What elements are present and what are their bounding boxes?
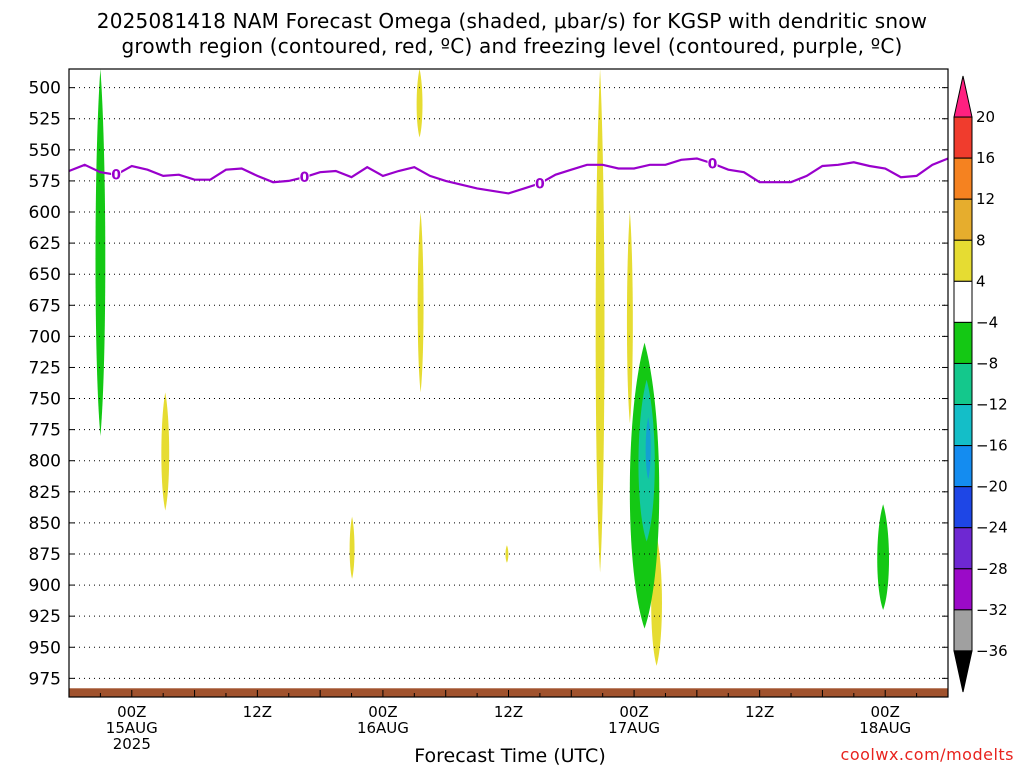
plot-frame-layer <box>68 68 949 698</box>
colorbar-segment-4 <box>953 239 973 282</box>
omega-region-core-strong <box>645 417 651 480</box>
freezing-level-label-bg-1 <box>111 166 122 181</box>
pressure-axis: 500 525 550 575 600 625 650 675 700 725 750 775 800 8… <box>29 79 948 689</box>
colorbar-label-14: −36 <box>976 642 1008 660</box>
colorbar-label-6: −4 <box>976 313 998 331</box>
freezing-level-label-3: 0 <box>535 176 545 192</box>
colorbar-segment-6 <box>953 321 973 364</box>
plot-frame <box>68 68 949 698</box>
y-tick-label-p975: 975 <box>29 669 61 689</box>
y-tick-label-p725: 725 <box>29 358 61 378</box>
freezing-level-line <box>68 157 949 195</box>
y-tick-label-p800: 800 <box>29 452 61 472</box>
y-tick-label-p850: 850 <box>29 514 61 534</box>
freezing-level-label-bg-2 <box>299 169 310 184</box>
y-tick-label-p600: 600 <box>29 203 61 223</box>
colorbar-segment-2 <box>953 157 973 200</box>
x-tick-label-h54-1: 17AUG <box>608 719 660 737</box>
colorbar-label-3: 12 <box>976 190 995 208</box>
freezing-level-label-bg-3 <box>534 175 545 190</box>
omega-region-8 <box>626 212 633 424</box>
colorbar-cap-bottom <box>953 650 973 693</box>
freezing-level-label-4: 0 <box>708 157 718 173</box>
colorbar-label-5: 4 <box>976 272 986 290</box>
omega-region-6 <box>505 545 509 563</box>
colorbar-segment-13 <box>953 609 973 652</box>
x-tick-label-h6-1: 15AUG <box>106 719 158 737</box>
y-tick-label-p875: 875 <box>29 545 61 565</box>
source-credit: coolwx.com/modelts <box>840 745 1014 764</box>
x-tick-label-h78-0: 00Z <box>871 703 900 721</box>
y-tick-label-p675: 675 <box>29 296 61 316</box>
x-tick-label-h42-0: 12Z <box>494 703 523 721</box>
chart-title-line-1: 2025081418 NAM Forecast Omega (shaded, μ… <box>96 9 928 33</box>
colorbar-segment-7 <box>953 362 973 406</box>
x-tick-label-h18-0: 12Z <box>243 703 272 721</box>
omega-region-1 <box>95 69 106 436</box>
omega-region-4 <box>416 69 423 138</box>
freezing-level-label-2: 0 <box>300 170 310 186</box>
omega-region-11 <box>877 504 890 610</box>
grid-layer <box>69 87 948 679</box>
chart-title-line-2: growth region (contoured, red, ºC) and f… <box>121 34 903 58</box>
y-tick-label-p950: 950 <box>29 638 61 658</box>
colorbar-label-4: 8 <box>976 231 986 249</box>
colorbar-segment-8 <box>953 404 973 447</box>
y-tick-label-p775: 775 <box>29 421 61 441</box>
y-tick-label-p750: 750 <box>29 390 61 410</box>
colorbar-label-1: 20 <box>976 108 995 126</box>
colorbar-label-10: −20 <box>976 478 1008 496</box>
colorbar: 20 16 12 8 4 −4 −8 −12 −16 −20 −24 −28 −32 −36 <box>953 75 1008 693</box>
omega-region-5 <box>417 212 424 393</box>
colorbar-label-2: 16 <box>976 149 995 167</box>
y-tick-label-p500: 500 <box>29 79 61 99</box>
y-tick-label-p925: 925 <box>29 607 61 627</box>
freezing-level-label-1: 0 <box>111 168 121 184</box>
y-tick-label-p525: 525 <box>29 110 61 130</box>
x-tick-label-h66-0: 12Z <box>745 703 774 721</box>
y-tick-label-p575: 575 <box>29 172 61 192</box>
colorbar-cap-top <box>953 75 973 118</box>
freezing-level-label-bg-4 <box>707 155 718 170</box>
colorbar-segment-5 <box>953 280 973 323</box>
colorbar-label-7: −8 <box>976 354 998 372</box>
freezing-level-layer: 0 0 0 0 <box>68 155 949 195</box>
x-tick-label-h78-1: 18AUG <box>859 719 911 737</box>
colorbar-label-9: −16 <box>976 437 1008 455</box>
x-tick-label-h54-0: 00Z <box>619 703 648 721</box>
colorbar-segment-12 <box>953 568 973 611</box>
y-tick-label-p700: 700 <box>29 327 61 347</box>
x-tick-label-h6-2: 2025 <box>113 735 151 753</box>
x-tick-label-h30-1: 16AUG <box>357 719 409 737</box>
colorbar-segment-10 <box>953 486 973 529</box>
y-tick-label-p650: 650 <box>29 265 61 285</box>
y-tick-label-p825: 825 <box>29 483 61 503</box>
x-axis-title: Forecast Time (UTC) <box>414 745 606 767</box>
omega-shading-layer <box>95 69 890 666</box>
omega-region-3 <box>349 516 355 579</box>
x-tick-label-h6-0: 00Z <box>117 703 146 721</box>
colorbar-label-11: −24 <box>976 519 1008 537</box>
y-tick-label-p550: 550 <box>29 141 61 161</box>
omega-region-7 <box>595 69 605 573</box>
colorbar-label-13: −32 <box>976 601 1008 619</box>
y-tick-label-p900: 900 <box>29 576 61 596</box>
colorbar-label-8: −12 <box>976 396 1008 414</box>
colorbar-segment-1 <box>953 116 973 159</box>
colorbar-label-12: −28 <box>976 560 1008 578</box>
colorbar-segment-3 <box>953 198 973 241</box>
x-tick-label-h30-0: 00Z <box>368 703 397 721</box>
y-tick-label-p625: 625 <box>29 234 61 254</box>
colorbar-segment-11 <box>953 527 973 570</box>
omega-region-2 <box>161 392 170 511</box>
colorbar-segment-9 <box>953 445 973 488</box>
